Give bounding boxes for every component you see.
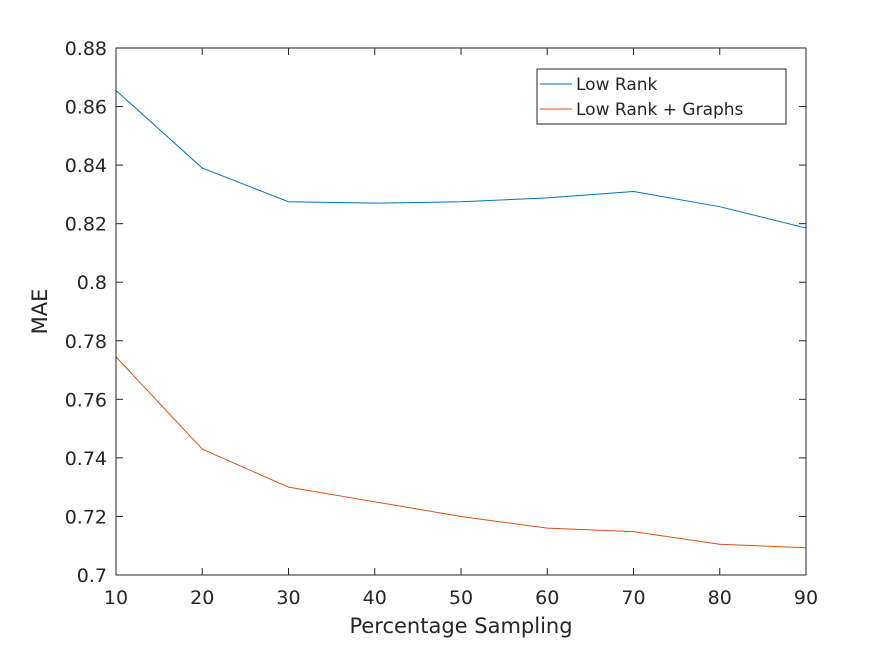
legend-box: [536, 68, 787, 125]
series-line-0: [115, 90, 807, 229]
x-tick-label: 30: [276, 587, 300, 609]
plot-series: [115, 90, 807, 549]
legend: Low Rank Low Rank + Graphs: [536, 68, 787, 125]
x-tick-label: 60: [535, 587, 559, 609]
x-tick-label: 80: [708, 587, 732, 609]
axis-ticks: [115, 47, 807, 576]
x-tick-labels: 10 20 30 40 50 60 70 80 90: [104, 587, 818, 609]
y-tick-label: 0.74: [65, 448, 107, 470]
y-tick-label: 0.72: [65, 506, 107, 528]
x-tick-label: 70: [621, 587, 645, 609]
y-axis-label: MAE: [28, 289, 52, 335]
y-tick-label: 0.78: [65, 331, 107, 353]
x-axis-label: Percentage Sampling: [349, 614, 572, 638]
y-tick-label: 0.7: [77, 565, 107, 587]
series-line-1: [115, 356, 807, 549]
y-tick-label: 0.86: [65, 97, 107, 119]
legend-entry-low-rank: Low Rank: [576, 75, 658, 95]
y-tick-label: 0.84: [65, 155, 107, 177]
x-tick-label: 50: [449, 587, 473, 609]
plot-frame: [115, 47, 807, 576]
legend-entry-low-rank-graphs: Low Rank + Graphs: [576, 100, 744, 120]
y-tick-label: 0.82: [65, 214, 107, 236]
y-tick-labels: 0.7 0.72 0.74 0.76 0.78 0.8 0.82 0.84 0.86 0.88: [65, 38, 107, 587]
y-tick-label: 0.88: [65, 38, 107, 60]
x-tick-label: 20: [190, 587, 214, 609]
y-tick-label: 0.8: [77, 272, 107, 294]
x-tick-label: 10: [104, 587, 128, 609]
x-tick-label: 40: [363, 587, 387, 609]
y-tick-label: 0.76: [65, 389, 107, 411]
x-tick-label: 90: [794, 587, 818, 609]
